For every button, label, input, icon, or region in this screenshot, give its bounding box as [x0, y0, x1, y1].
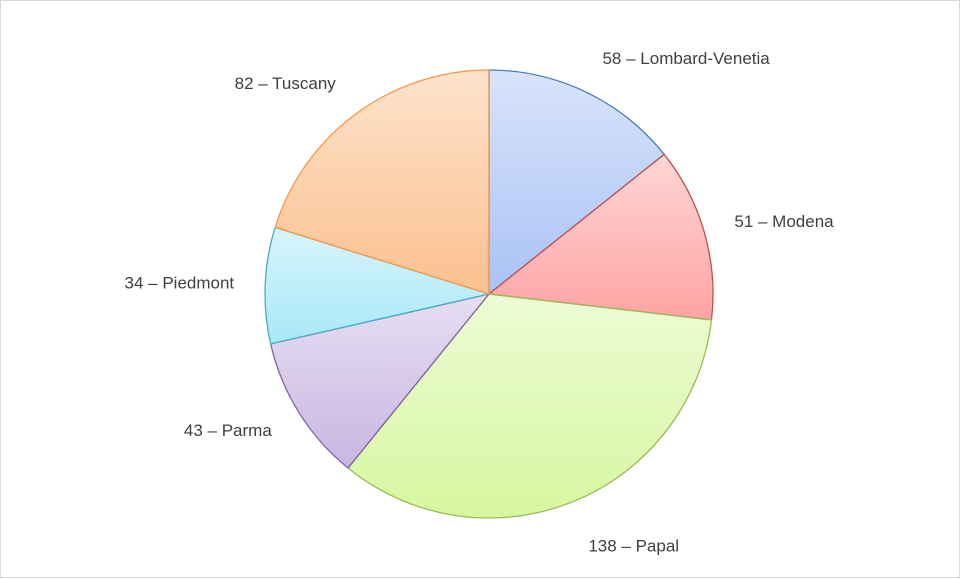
pie-slice [488, 69, 665, 295]
pie-slice [347, 293, 713, 519]
data-label: 82 – Tuscany [235, 74, 337, 93]
pie-slice [264, 226, 490, 345]
pie-slice [488, 153, 714, 321]
data-label: 34 – Piedmont [125, 273, 235, 292]
data-label: 138 – Papal [588, 536, 679, 555]
data-label: 58 – Lombard-Venetia [602, 49, 770, 68]
pie-slice [274, 69, 490, 295]
data-label: 43 – Parma [184, 421, 272, 440]
data-label: 51 – Modena [734, 212, 834, 231]
pie-slice [269, 293, 490, 469]
